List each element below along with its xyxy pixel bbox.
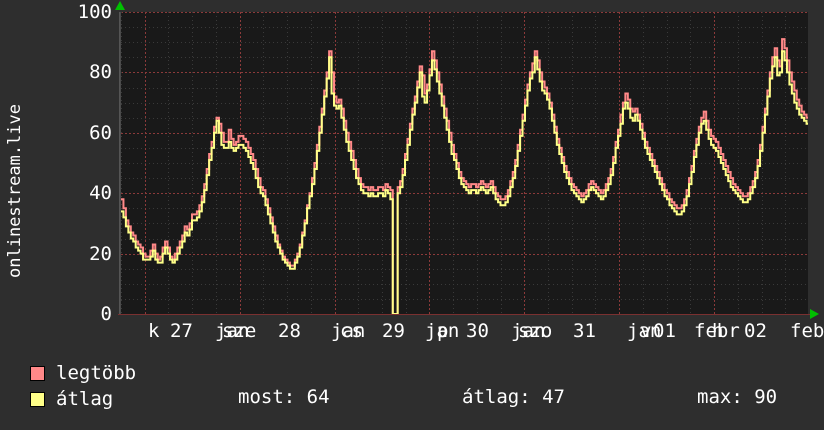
- stat-now: most: 64: [238, 386, 330, 408]
- stat-average: átlag: 47: [462, 386, 565, 408]
- legend-item-atlag[interactable]: átlag: [30, 388, 113, 410]
- x-tick-label-9: jan: [425, 320, 460, 342]
- stat-max: max: 90: [697, 386, 778, 408]
- x-tick-label-2: jan: [215, 320, 250, 342]
- y-tick-label-40: 40: [89, 182, 112, 205]
- legend-label-atlag: átlag: [56, 387, 114, 410]
- x-axis-line: [118, 314, 810, 315]
- x-tick-label-14: jan: [627, 320, 662, 342]
- y-tick-label-80: 80: [89, 61, 112, 84]
- right-arrow-icon: [810, 309, 819, 319]
- x-tick-label-7: 29: [382, 320, 405, 342]
- x-tick-label-0: k: [148, 320, 160, 342]
- x-tick-label-4: 28: [278, 320, 301, 342]
- plot-area[interactable]: [120, 12, 808, 314]
- y-tick-label-60: 60: [89, 121, 112, 144]
- x-tick-label-8: p: [437, 320, 449, 342]
- x-tick-label-19: 02: [744, 320, 767, 342]
- x-tick-label-3: sze: [222, 320, 257, 342]
- x-tick-label-16: 01: [653, 320, 676, 342]
- series-line-átlag: [121, 50, 808, 314]
- series-line-legtöbb: [121, 38, 808, 314]
- x-tick-label-18: h: [712, 320, 724, 342]
- x-tick-label-1: 27: [170, 320, 193, 342]
- y-tick-label-100: 100: [77, 1, 112, 23]
- x-tick-label-11: jan: [511, 320, 546, 342]
- y-axis-line: [119, 12, 120, 315]
- x-tick-label-15: v: [640, 320, 652, 342]
- y-tick-label-20: 20: [89, 242, 112, 265]
- x-tick-label-5: jan: [331, 320, 366, 342]
- x-tick-label-13: 31: [573, 320, 596, 342]
- y-axis-tick-labels: 0 20 40 60 80 100: [0, 0, 112, 430]
- x-tick-label-10: 30: [466, 320, 489, 342]
- x-tick-label-6: cs: [340, 320, 363, 342]
- x-tick-label-17: febr: [694, 320, 740, 342]
- y-tick-label-0: 0: [100, 303, 112, 325]
- x-tick-label-12: szo: [518, 320, 553, 342]
- x-axis-tick-labels: k 27 jan sze 28 jan cs 29 p jan 30 jan szo 31 jan v 01 fe…: [0, 320, 824, 348]
- up-arrow-icon: [115, 1, 125, 10]
- legend-swatch-max: [30, 365, 45, 381]
- legend-item-legtobb[interactable]: legtöbb: [30, 362, 136, 384]
- chart-canvas: [121, 12, 808, 314]
- legend-swatch-avg: [30, 391, 45, 407]
- legend-label-legtobb: legtöbb: [56, 361, 137, 384]
- legend: legtöbb átlag most: 64 átlag: 47 max: 90: [0, 358, 824, 428]
- x-tick-label-20: feb: [790, 320, 824, 342]
